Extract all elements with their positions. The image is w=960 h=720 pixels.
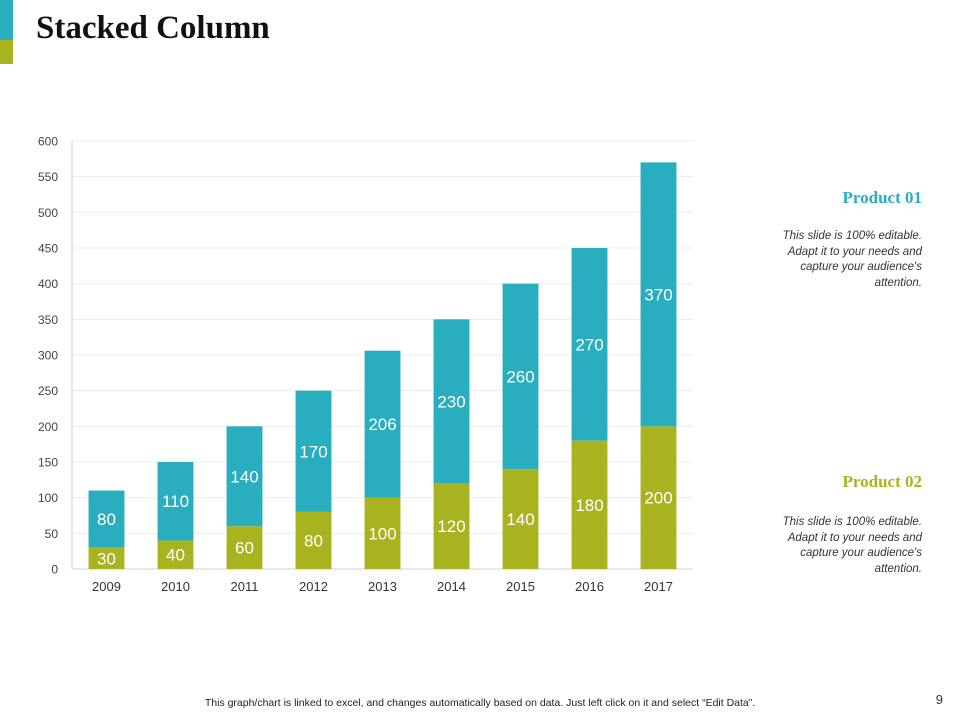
data-label-product-01-2011: 140	[230, 467, 258, 486]
bar-product-01-2015[interactable]	[502, 283, 539, 470]
data-label-product-02-2010: 40	[166, 546, 185, 565]
x-tick-label-2011: 2011	[231, 579, 259, 594]
page-number: 9	[935, 692, 943, 707]
bar-product-02-2010[interactable]	[157, 540, 194, 569]
bar-product-02-2011[interactable]	[226, 526, 263, 569]
footer-note: This graph/chart is linked to excel, and…	[204, 697, 756, 709]
y-tick-label-450: 450	[38, 242, 58, 256]
bar-product-01-2009[interactable]	[88, 490, 125, 548]
y-tick-label-50: 50	[45, 527, 59, 541]
bar-product-02-2015[interactable]	[502, 469, 539, 569]
bar-product-01-2013[interactable]	[364, 350, 401, 498]
legend-desc-product1: This slide is 100% editable. Adapt it to…	[782, 230, 922, 289]
data-label-product-01-2016: 270	[575, 335, 603, 354]
bar-product-02-2014[interactable]	[433, 483, 470, 569]
bar-product-02-2017[interactable]	[640, 426, 677, 569]
x-tick-label-2010: 2010	[161, 579, 190, 594]
slide-title: Stacked Column	[36, 10, 270, 46]
x-tick-label-2014: 2014	[437, 579, 466, 594]
y-tick-label-150: 150	[38, 456, 58, 470]
bar-product-02-2012[interactable]	[295, 511, 332, 569]
data-label-product-01-2014: 230	[437, 392, 465, 411]
x-tick-label-2009: 2009	[92, 579, 121, 594]
bar-product-01-2014[interactable]	[433, 319, 470, 484]
accent-bar-top	[0, 0, 13, 40]
accent-bar-bottom	[0, 40, 13, 64]
y-tick-label-550: 550	[38, 170, 58, 184]
legend-title-product2: Product 02	[842, 472, 923, 491]
y-tick-label-500: 500	[38, 206, 58, 220]
data-label-product-02-2016: 180	[575, 496, 603, 515]
data-label-product-01-2009: 80	[97, 510, 116, 529]
bar-product-02-2013[interactable]	[364, 497, 401, 569]
data-label-product-01-2010: 110	[162, 492, 189, 511]
data-label-product-02-2011: 60	[235, 539, 254, 558]
data-label-product-02-2013: 100	[368, 524, 396, 543]
data-label-product-01-2012: 170	[299, 442, 327, 461]
x-tick-label-2012: 2012	[299, 579, 328, 594]
data-label-product-02-2009: 30	[97, 549, 116, 568]
bar-product-02-2009[interactable]	[88, 547, 125, 569]
data-label-product-01-2017: 370	[644, 285, 672, 304]
y-tick-label-600: 600	[38, 135, 58, 149]
y-tick-label-350: 350	[38, 313, 58, 327]
data-label-product-02-2015: 140	[506, 510, 534, 529]
bar-product-02-2016[interactable]	[571, 440, 608, 569]
x-tick-label-2017: 2017	[644, 579, 673, 594]
bar-product-01-2010[interactable]	[157, 462, 194, 541]
bar-product-01-2012[interactable]	[295, 390, 332, 512]
data-label-product-01-2013: 206	[368, 415, 396, 434]
x-tick-label-2013: 2013	[368, 579, 397, 594]
y-tick-label-250: 250	[38, 384, 58, 398]
y-tick-label-100: 100	[38, 491, 58, 505]
y-tick-label-0: 0	[51, 563, 58, 577]
bar-product-01-2011[interactable]	[226, 426, 263, 527]
y-tick-label-200: 200	[38, 420, 58, 434]
data-label-product-02-2012: 80	[304, 531, 323, 550]
data-label-product-02-2014: 120	[437, 517, 465, 536]
data-label-product-01-2015: 260	[506, 367, 534, 386]
bar-product-01-2017[interactable]	[640, 162, 677, 427]
legend-title-product1: Product 01	[842, 188, 923, 207]
y-tick-label-300: 300	[38, 349, 58, 363]
bar-product-01-2016[interactable]	[571, 248, 608, 441]
y-tick-label-400: 400	[38, 277, 58, 291]
legend-desc-product2: This slide is 100% editable. Adapt it to…	[782, 516, 922, 575]
x-tick-label-2015: 2015	[506, 579, 535, 594]
data-label-product-02-2017: 200	[644, 489, 672, 508]
x-tick-label-2016: 2016	[575, 579, 604, 594]
